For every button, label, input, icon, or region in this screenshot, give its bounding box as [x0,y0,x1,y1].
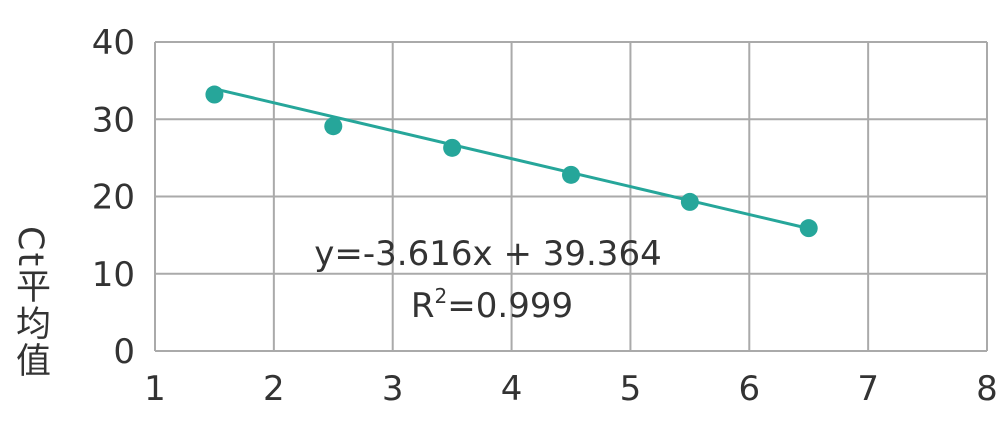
x-tick-label: 7 [857,369,879,409]
data-point [680,192,699,211]
data-point [799,219,818,238]
x-tick-label: 6 [738,369,760,409]
r2-prefix: R [411,286,435,326]
r2-sup: 2 [435,284,448,308]
data-point [205,85,224,104]
x-tick-label: 3 [382,369,404,409]
tick-labels: 1 2 3 4 5 6 7 8 0 10 20 30 40 [92,23,998,409]
x-tick-label: 8 [976,369,998,409]
data-point [443,138,462,157]
y-tick-label: 40 [92,23,135,63]
trendline [214,87,810,230]
x-tick-label: 5 [620,369,642,409]
y-tick-label: 10 [92,255,135,295]
x-tick-label: 1 [144,369,166,409]
y-tick-label: 30 [92,100,135,140]
y-axis-title: Ct平均值 [10,226,50,380]
y-tick-label: 20 [92,178,135,218]
data-marks [205,85,818,238]
grid [154,41,988,352]
x-tick-label: 4 [501,369,523,409]
y-tick-label: 0 [113,332,135,372]
r2-value: =0.999 [447,286,573,326]
x-tick-label: 2 [263,369,285,409]
data-point [324,117,343,136]
data-point [562,165,580,184]
equation-label: y=-3.616x + 39.364 [314,234,661,274]
r-squared-label: R2=0.999 [411,284,573,326]
